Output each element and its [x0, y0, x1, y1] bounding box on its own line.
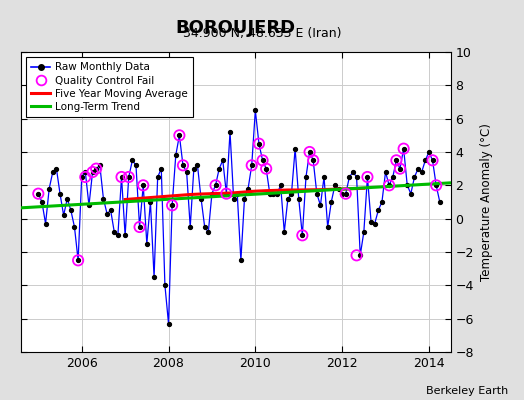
Point	[342, 190, 350, 197]
Point	[262, 166, 270, 172]
Point	[179, 162, 187, 168]
Point	[255, 140, 263, 147]
Point	[34, 190, 42, 197]
Point	[396, 166, 404, 172]
Point	[432, 182, 440, 188]
Point	[428, 157, 436, 164]
Point	[92, 166, 101, 172]
Point	[135, 224, 144, 230]
Point	[168, 202, 176, 208]
Text: 34.900 N, 48.633 E (Iran): 34.900 N, 48.633 E (Iran)	[183, 28, 341, 40]
Point	[81, 174, 90, 180]
Point	[309, 157, 318, 164]
Text: Berkeley Earth: Berkeley Earth	[426, 386, 508, 396]
Point	[258, 157, 267, 164]
Y-axis label: Temperature Anomaly (°C): Temperature Anomaly (°C)	[479, 123, 493, 281]
Point	[125, 174, 133, 180]
Title: BOROUJERD: BOROUJERD	[176, 18, 296, 36]
Point	[353, 252, 361, 258]
Point	[385, 182, 394, 188]
Point	[298, 232, 307, 238]
Point	[139, 182, 147, 188]
Point	[222, 190, 231, 197]
Point	[363, 174, 372, 180]
Point	[74, 257, 82, 264]
Point	[392, 157, 400, 164]
Point	[305, 149, 314, 155]
Point	[211, 182, 220, 188]
Point	[247, 162, 256, 168]
Legend: Raw Monthly Data, Quality Control Fail, Five Year Moving Average, Long-Term Tren: Raw Monthly Data, Quality Control Fail, …	[26, 57, 193, 117]
Point	[117, 174, 126, 180]
Point	[399, 146, 408, 152]
Point	[175, 132, 183, 138]
Point	[89, 169, 97, 175]
